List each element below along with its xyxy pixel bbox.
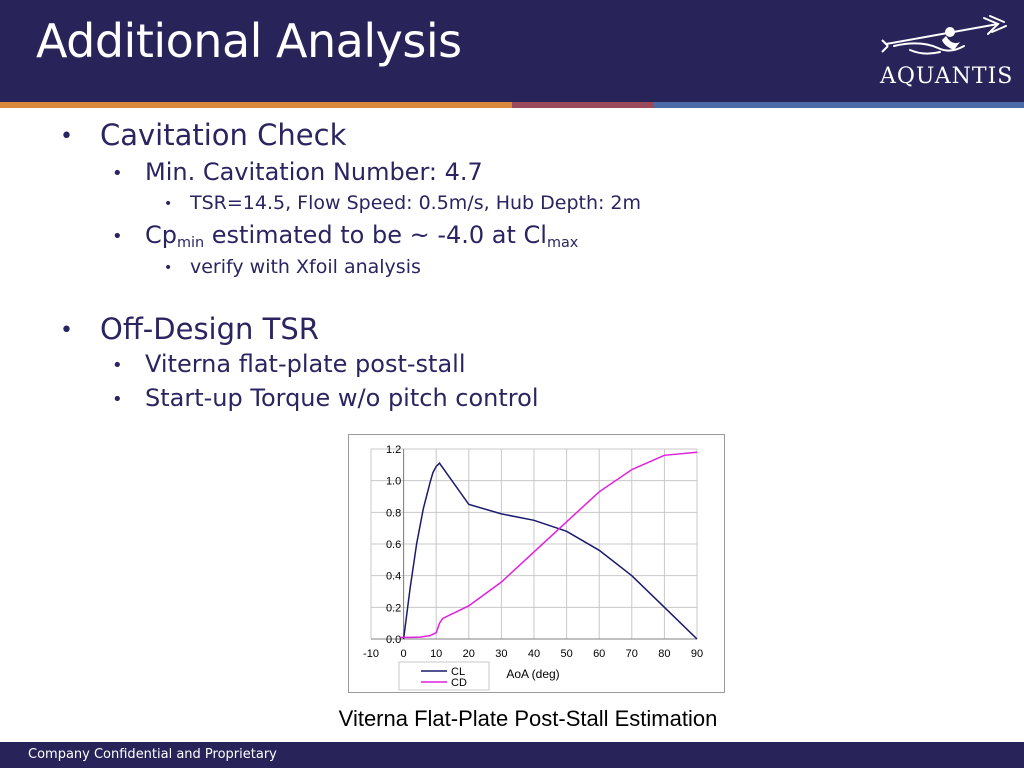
x-axis-title: AoA (deg) — [506, 667, 559, 681]
y-tick-label: 1.0 — [386, 476, 401, 488]
bullet-text: Off-Design TSR — [100, 312, 319, 346]
legend-label-cd: CD — [451, 677, 467, 689]
slide-header: Additional Analysis AQUANTIS — [0, 0, 1024, 102]
series-line-cl — [402, 462, 698, 640]
x-tick-label: 20 — [463, 648, 475, 660]
x-tick-label: -10 — [363, 648, 379, 660]
x-tick-label: 90 — [691, 648, 703, 660]
x-tick-label: 0 — [401, 648, 407, 660]
bullet-xfoil: • verify with Xfoil analysis — [164, 256, 421, 278]
bullet-cp-min: • Cpmin estimated to be ~ -4.0 at Clmax — [112, 221, 578, 251]
slide-title: Additional Analysis — [36, 14, 462, 68]
bullet-icon: • — [112, 355, 123, 376]
accent-bar-maroon — [512, 102, 654, 108]
accent-bar-orange — [0, 102, 512, 108]
series-line-cd — [400, 451, 698, 639]
legend-label-cl: CL — [451, 666, 465, 678]
bullet-off-design-tsr: • Off-Design TSR — [60, 312, 319, 346]
bullet-icon: • — [164, 260, 173, 276]
legend-box — [398, 661, 490, 691]
bullet-cavitation-check: • Cavitation Check — [60, 118, 346, 152]
x-tick-label: 70 — [626, 648, 638, 660]
bullet-text: verify with Xfoil analysis — [190, 256, 421, 278]
x-tick-label: 10 — [430, 648, 442, 660]
y-tick-label: 0.6 — [386, 539, 401, 551]
x-tick-label: 30 — [495, 648, 507, 660]
logo-wordmark: AQUANTIS — [880, 64, 1014, 89]
y-tick-label: 0.4 — [386, 571, 401, 583]
y-tick-label: 0.0 — [386, 634, 401, 646]
bullet-text: Min. Cavitation Number: 4.7 — [145, 158, 483, 186]
footer-text: Company Confidential and Proprietary — [28, 747, 277, 762]
bullet-icon: • — [112, 389, 123, 410]
bullet-icon: • — [112, 226, 123, 247]
company-logo: AQUANTIS — [880, 10, 1016, 98]
bullet-text: Start-up Torque w/o pitch control — [145, 384, 539, 412]
chart-caption: Viterna Flat-Plate Post-Stall Estimation — [338, 706, 718, 731]
y-tick-label: 1.2 — [386, 444, 401, 456]
x-tick-label: 40 — [528, 648, 540, 660]
bullet-viterna: • Viterna flat-plate post-stall — [112, 350, 465, 378]
x-tick-label: 80 — [658, 648, 670, 660]
bullet-icon: • — [164, 196, 173, 212]
bullet-text: Cavitation Check — [100, 118, 347, 152]
y-tick-label: 0.2 — [386, 602, 401, 614]
slide-footer: Company Confidential and Proprietary — [0, 742, 1024, 768]
bullet-startup: • Start-up Torque w/o pitch control — [112, 384, 538, 412]
bullet-text: Viterna flat-plate post-stall — [145, 350, 466, 378]
bullet-icon: • — [112, 163, 123, 184]
bullet-text: Cpmin estimated to be ~ -4.0 at Clmax — [145, 221, 579, 251]
y-tick-label: 0.8 — [386, 507, 401, 519]
bullet-icon: • — [60, 124, 73, 149]
x-tick-label: 60 — [593, 648, 605, 660]
lift-drag-chart: -10 0 10 20 30 40 50 60 70 80 90 0.0 0.2 0.4 0.6 0.8 1.0… — [363, 444, 703, 691]
x-tick-label: 50 — [560, 648, 572, 660]
trident-swimmer-icon — [881, 15, 1007, 55]
bullet-conditions: • TSR=14.5, Flow Speed: 0.5m/s, Hub Dept… — [164, 192, 641, 214]
bullet-min-cavitation: • Min. Cavitation Number: 4.7 — [112, 158, 483, 186]
bullet-text: TSR=14.5, Flow Speed: 0.5m/s, Hub Depth:… — [190, 192, 642, 214]
chart-frame: -10 0 10 20 30 40 50 60 70 80 90 0.0 0.2 0.4 0.6 0.8 1.0… — [348, 434, 725, 693]
accent-bar-blue — [654, 102, 1024, 108]
bullet-icon: • — [60, 318, 73, 343]
